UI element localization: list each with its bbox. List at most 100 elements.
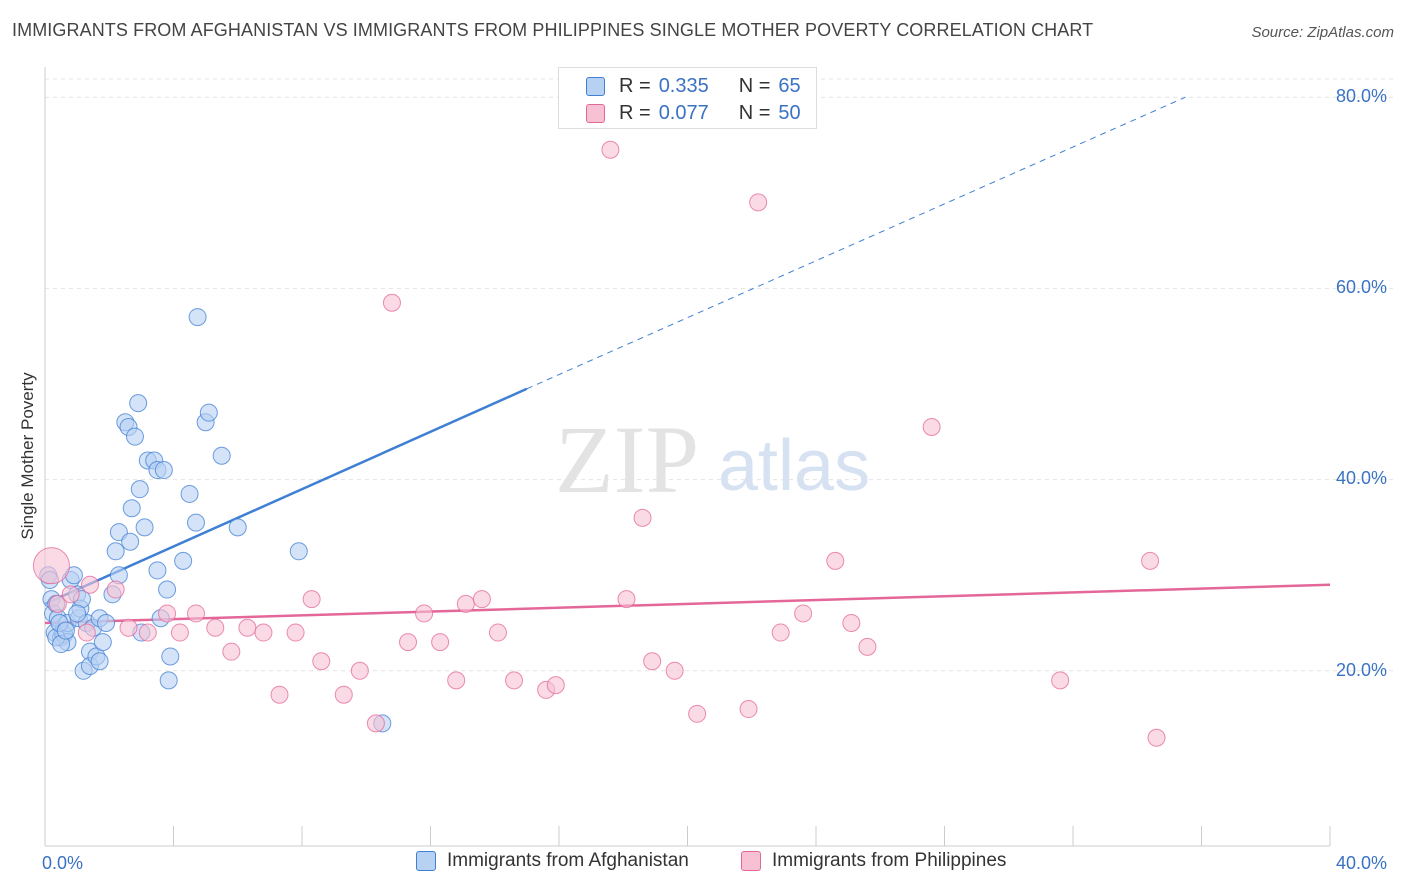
n-label: N = [738,74,771,97]
data-point [312,652,331,671]
data-point [129,394,148,413]
axes [44,67,1331,847]
data-point [617,590,636,609]
stats-legend-row-afghanistan: R = 0.335 N = 65 [586,73,801,99]
data-point [161,647,180,666]
data-point [739,700,758,719]
data-point [130,480,149,499]
n-label: N = [738,101,771,124]
data-point [106,580,125,599]
data-point [125,427,144,446]
data-point [186,513,205,532]
data-point [148,561,167,580]
legend-label-philippines: Immigrants from Philippines [772,850,1007,871]
data-point [399,633,418,652]
data-point [488,623,507,642]
source-label: Source: ZipAtlas.com [1251,24,1394,41]
data-point [771,623,790,642]
data-point [749,193,768,212]
stats-legend: R = 0.335 N = 65 R = 0.077 N = 50 [558,67,817,129]
data-point [135,518,154,537]
data-point [93,633,112,652]
data-point [122,499,141,518]
data-point [188,308,207,327]
data-point [254,623,273,642]
data-point [32,547,70,585]
data-point [48,594,67,613]
r-value: 0.335 [658,74,709,97]
data-point [90,652,109,671]
data-point [180,484,199,503]
points-philippines [32,140,1166,747]
data-point [119,618,138,637]
data-point [206,618,225,637]
y-axis-label: Single Mother Poverty [18,372,37,540]
data-point [382,293,401,312]
data-point [1141,551,1160,570]
data-point [138,623,157,642]
series-legend: Immigrants from Afghanistan Immigrants f… [0,850,1406,878]
data-point [842,614,861,632]
data-point [270,685,289,704]
data-point [238,618,257,637]
swatch-philippines [741,851,761,871]
data-point [456,594,475,613]
legend-label-afghanistan: Immigrants from Afghanistan [447,850,689,871]
swatch-philippines [586,103,605,123]
n-value: 50 [778,101,801,124]
legend-item-afghanistan: Immigrants from Afghanistan [416,850,689,872]
data-point [688,704,707,723]
stats-legend-row-philippines: R = 0.077 N = 50 [586,100,801,126]
data-point [633,508,652,527]
swatch-afghanistan [586,76,605,96]
data-point [212,446,231,465]
data-point [228,518,247,537]
chart-title: IMMIGRANTS FROM AFGHANISTAN VS IMMIGRANT… [12,20,1094,40]
data-point [366,714,385,733]
data-point [794,604,813,623]
data-point [1051,671,1070,690]
data-point [80,575,99,594]
data-point [199,403,218,422]
data-point [121,532,140,551]
data-point [56,621,75,640]
data-point [472,590,491,609]
x-min-label: 0.0% [42,853,84,873]
data-point [447,671,466,690]
data-point [922,418,941,437]
data-point [431,633,450,652]
data-point [286,623,305,642]
gridlines [45,78,1393,672]
points-afghanistan [39,308,392,733]
data-point [858,637,877,656]
watermark-zip: ZIP [555,406,699,513]
data-point [77,623,96,642]
watermark-atlas: atlas [718,426,870,506]
data-point [350,661,369,680]
trend-lines [44,96,1331,625]
r-label: R = [619,101,651,124]
y-tick-label: 60.0% [1336,277,1388,297]
r-value: 0.077 [658,101,709,124]
data-point [158,580,177,599]
data-point [154,461,173,480]
data-point [159,671,178,690]
data-point [546,676,565,695]
swatch-afghanistan [416,851,436,871]
trend-line-extension [526,96,1186,390]
data-point [826,551,845,570]
watermark: ZIP atlas [555,406,870,513]
trend-line [44,387,528,606]
data-point [61,585,80,604]
y-tick-label: 20.0% [1336,660,1388,680]
data-point [302,590,321,609]
n-value: 65 [778,74,801,97]
data-point [170,623,189,642]
data-point [643,652,662,671]
y-tick-label: 40.0% [1336,468,1388,488]
data-point [186,604,205,623]
data-point [415,604,434,623]
y-tick-label: 80.0% [1336,86,1388,106]
data-point [222,642,241,661]
